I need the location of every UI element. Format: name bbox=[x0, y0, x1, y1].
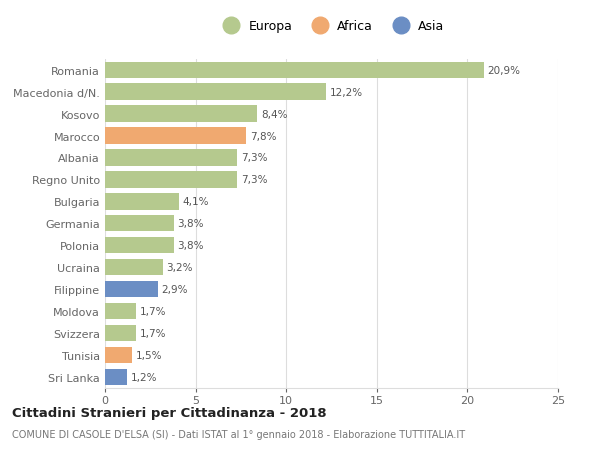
Text: 12,2%: 12,2% bbox=[329, 88, 363, 97]
Text: 3,2%: 3,2% bbox=[167, 263, 193, 273]
Bar bbox=[105, 347, 132, 363]
Text: 20,9%: 20,9% bbox=[487, 66, 520, 76]
Text: 3,8%: 3,8% bbox=[178, 241, 204, 251]
Text: 7,3%: 7,3% bbox=[241, 175, 268, 185]
Text: 8,4%: 8,4% bbox=[261, 109, 287, 119]
Legend: Europa, Africa, Asia: Europa, Africa, Asia bbox=[218, 20, 445, 33]
Bar bbox=[105, 369, 127, 385]
Text: 1,5%: 1,5% bbox=[136, 350, 163, 360]
Bar bbox=[105, 128, 247, 145]
Text: Cittadini Stranieri per Cittadinanza - 2018: Cittadini Stranieri per Cittadinanza - 2… bbox=[12, 406, 326, 419]
Text: COMUNE DI CASOLE D'ELSA (SI) - Dati ISTAT al 1° gennaio 2018 - Elaborazione TUTT: COMUNE DI CASOLE D'ELSA (SI) - Dati ISTA… bbox=[12, 429, 465, 439]
Text: 1,7%: 1,7% bbox=[139, 306, 166, 316]
Text: 4,1%: 4,1% bbox=[183, 197, 209, 207]
Text: 7,3%: 7,3% bbox=[241, 153, 268, 163]
Bar bbox=[105, 259, 163, 276]
Bar bbox=[105, 62, 484, 79]
Bar bbox=[105, 194, 179, 210]
Bar bbox=[105, 281, 158, 297]
Bar bbox=[105, 216, 174, 232]
Bar bbox=[105, 172, 237, 188]
Text: 3,8%: 3,8% bbox=[178, 219, 204, 229]
Bar bbox=[105, 150, 237, 166]
Bar bbox=[105, 84, 326, 101]
Text: 1,2%: 1,2% bbox=[130, 372, 157, 382]
Bar bbox=[105, 106, 257, 123]
Bar bbox=[105, 303, 136, 319]
Text: 2,9%: 2,9% bbox=[161, 285, 188, 294]
Bar bbox=[105, 325, 136, 341]
Text: 1,7%: 1,7% bbox=[139, 328, 166, 338]
Bar bbox=[105, 237, 174, 254]
Text: 7,8%: 7,8% bbox=[250, 131, 277, 141]
